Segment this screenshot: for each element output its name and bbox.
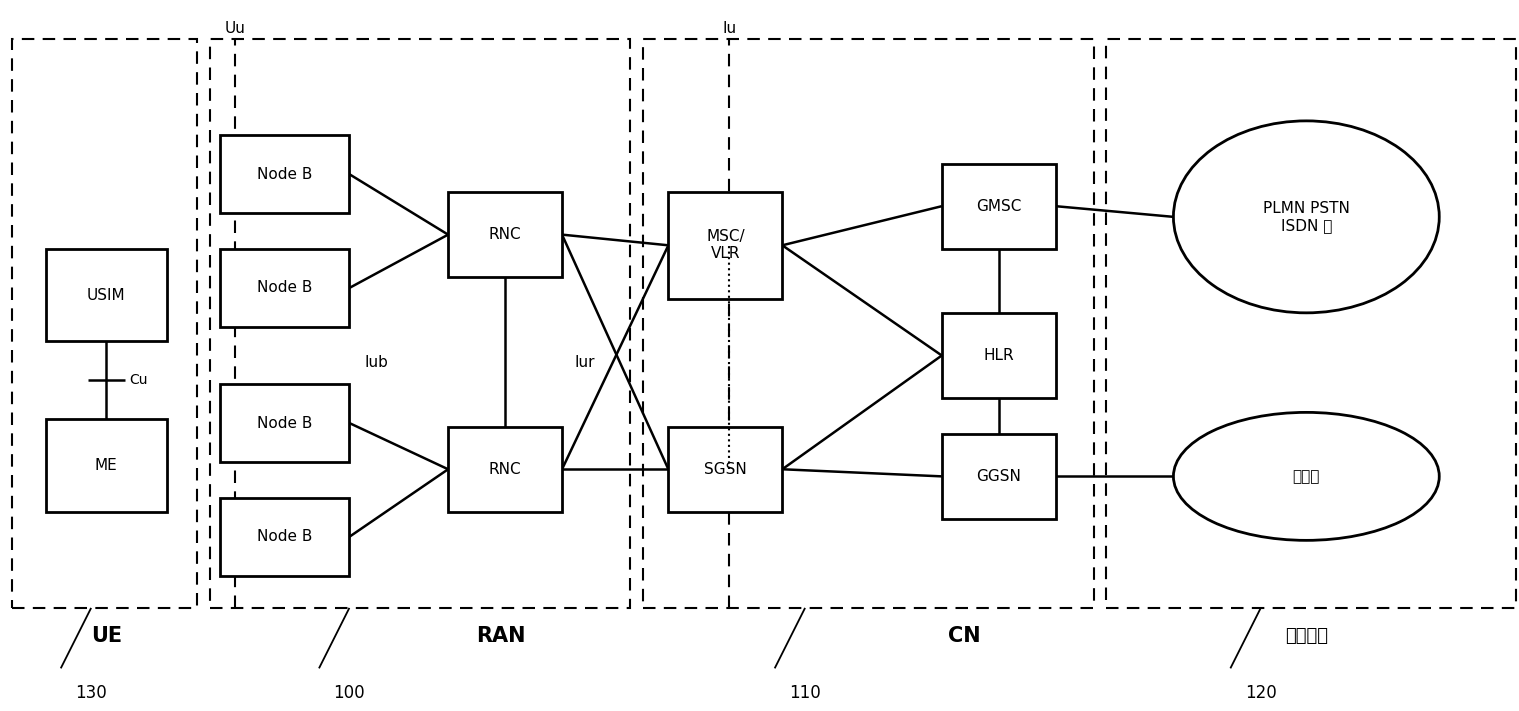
- Ellipse shape: [1173, 121, 1438, 313]
- Ellipse shape: [1173, 412, 1438, 540]
- FancyBboxPatch shape: [220, 135, 349, 213]
- FancyBboxPatch shape: [220, 249, 349, 327]
- Text: 外部网络: 外部网络: [1285, 627, 1328, 646]
- Text: RNC: RNC: [489, 461, 521, 477]
- Text: Node B: Node B: [257, 280, 313, 296]
- Text: USIM: USIM: [87, 287, 126, 303]
- Text: CN: CN: [948, 626, 981, 646]
- Text: Cu: Cu: [129, 373, 147, 387]
- FancyBboxPatch shape: [46, 249, 167, 341]
- Text: Node B: Node B: [257, 415, 313, 431]
- Text: Node B: Node B: [257, 166, 313, 182]
- FancyBboxPatch shape: [668, 192, 782, 299]
- Text: Iu: Iu: [722, 21, 737, 36]
- FancyBboxPatch shape: [668, 427, 782, 512]
- Text: ME: ME: [96, 458, 117, 474]
- FancyBboxPatch shape: [448, 192, 562, 277]
- FancyBboxPatch shape: [942, 434, 1056, 519]
- Text: RNC: RNC: [489, 227, 521, 242]
- Text: GGSN: GGSN: [977, 469, 1021, 484]
- Text: PLMN PSTN
ISDN 等: PLMN PSTN ISDN 等: [1262, 201, 1350, 233]
- Text: 互联网: 互联网: [1293, 469, 1320, 484]
- Text: MSC/
VLR: MSC/ VLR: [706, 229, 744, 262]
- Text: 120: 120: [1246, 684, 1276, 702]
- Text: 130: 130: [76, 684, 106, 702]
- FancyBboxPatch shape: [942, 164, 1056, 249]
- Text: Iur: Iur: [574, 355, 595, 370]
- Text: GMSC: GMSC: [977, 198, 1021, 214]
- Text: Iub: Iub: [365, 355, 389, 370]
- Text: SGSN: SGSN: [703, 461, 747, 477]
- FancyBboxPatch shape: [220, 498, 349, 576]
- Text: 110: 110: [790, 684, 820, 702]
- Text: HLR: HLR: [983, 348, 1015, 363]
- FancyBboxPatch shape: [46, 419, 167, 512]
- FancyBboxPatch shape: [942, 313, 1056, 398]
- Text: RAN: RAN: [477, 626, 526, 646]
- FancyBboxPatch shape: [448, 427, 562, 512]
- Text: 100: 100: [334, 684, 365, 702]
- FancyBboxPatch shape: [220, 384, 349, 462]
- Text: UE: UE: [91, 626, 122, 646]
- Text: Uu: Uu: [225, 21, 246, 36]
- Text: Node B: Node B: [257, 529, 313, 545]
